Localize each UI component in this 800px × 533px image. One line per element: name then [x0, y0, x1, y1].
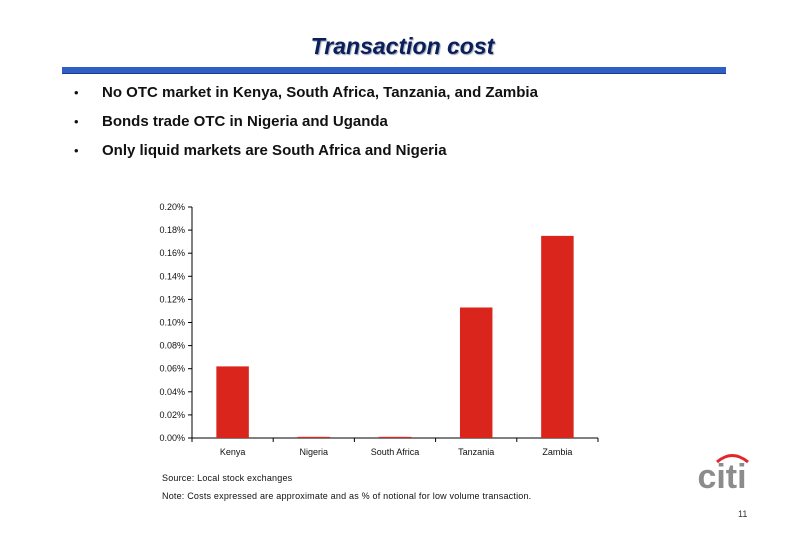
source-note: Source: Local stock exchanges	[162, 473, 293, 483]
y-tick-label: 0.20%	[159, 202, 185, 212]
footnote: Note: Costs expressed are approximate an…	[162, 491, 532, 501]
slide-title: Transaction cost	[310, 33, 495, 59]
logo-arc	[716, 454, 749, 464]
page-number: 11	[738, 509, 748, 519]
y-tick-label: 0.10%	[159, 318, 185, 328]
bar	[378, 436, 412, 438]
bullet-icon: •	[74, 143, 79, 158]
bar	[459, 307, 493, 438]
bullet-text: Bonds trade OTC in Nigeria and Uganda	[102, 113, 388, 130]
y-tick-label: 0.04%	[159, 387, 185, 397]
bullet-item: • Bonds trade OTC in Nigeria and Uganda	[74, 112, 538, 141]
x-category-label: Nigeria	[300, 447, 329, 457]
x-category-label: Kenya	[220, 447, 246, 457]
title-divider	[62, 67, 726, 74]
bullet-text: No OTC market in Kenya, South Africa, Ta…	[102, 84, 538, 101]
y-tick-label: 0.02%	[159, 410, 185, 420]
x-category-label: Tanzania	[458, 447, 494, 457]
citi-logo: citi	[697, 454, 749, 491]
bullet-item: • No OTC market in Kenya, South Africa, …	[74, 83, 538, 112]
y-tick-label: 0.00%	[159, 433, 185, 443]
bar	[297, 436, 331, 438]
bullet-icon: •	[74, 114, 79, 129]
y-tick-label: 0.18%	[159, 225, 185, 235]
logo-wordmark: citi	[697, 458, 746, 491]
bar	[216, 366, 249, 438]
bullet-icon: •	[74, 85, 79, 100]
bullet-item: • Only liquid markets are South Africa a…	[74, 141, 538, 170]
y-tick-label: 0.16%	[159, 248, 185, 258]
bar-chart: 0.00% 0.02% 0.04% 0.06% 0.08% 0.10% 0.12% 0.14%…	[159, 202, 599, 457]
bullet-list: • No OTC market in Kenya, South Africa, …	[74, 83, 538, 170]
x-category-label: Zambia	[542, 447, 572, 457]
bullet-text: Only liquid markets are South Africa and…	[102, 142, 447, 159]
bar	[541, 235, 574, 438]
y-tick-label: 0.12%	[159, 294, 185, 304]
y-tick-label: 0.06%	[159, 364, 185, 374]
y-tick-label: 0.08%	[159, 341, 185, 351]
x-category-label: South Africa	[371, 447, 420, 457]
y-tick-label: 0.14%	[159, 271, 185, 281]
